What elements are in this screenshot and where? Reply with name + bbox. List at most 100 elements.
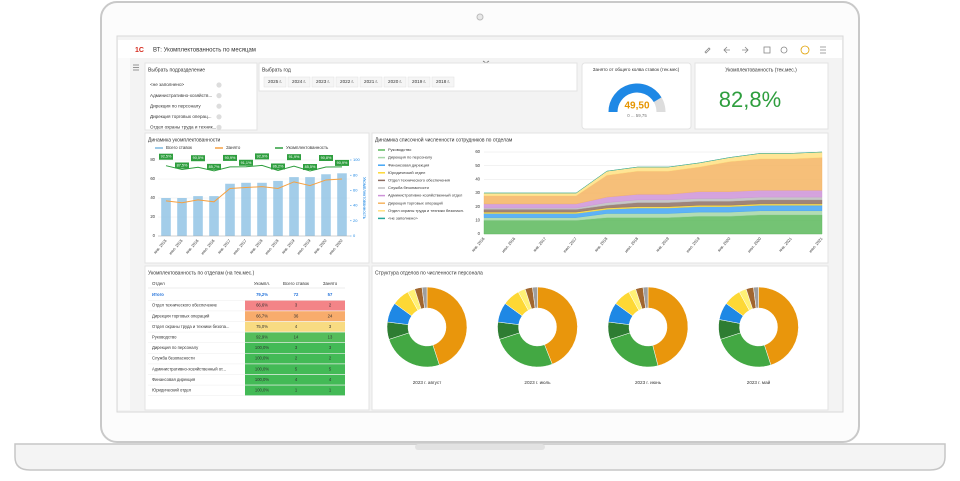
table-cell-bg (245, 364, 345, 375)
remove-icon[interactable] (216, 103, 222, 109)
edit-icon[interactable] (704, 47, 711, 54)
filter-item[interactable]: Административно-хозяйств... (150, 92, 212, 98)
table-cell: 4 (295, 324, 298, 329)
data-label-bg (319, 154, 333, 161)
table-cell-bg (245, 300, 345, 311)
bar (305, 177, 315, 236)
filter-item[interactable]: <не заполнено> (150, 82, 185, 87)
legend-label: Дирекция торговых операций (388, 200, 443, 205)
year-label: 2025 г. (268, 79, 282, 84)
bar (337, 173, 347, 236)
bar (289, 177, 299, 236)
data-label-bg (191, 155, 205, 162)
y2-tick-label: 40 (353, 203, 358, 208)
table-cell: Руководство (152, 335, 177, 340)
data-label-bg (335, 159, 349, 166)
y2-axis-title: Укомплектованность (362, 177, 367, 220)
redo-icon[interactable] (742, 46, 749, 54)
filter-item[interactable]: Дирекция торговых операц... (150, 114, 212, 119)
table-cell: 2 (295, 356, 298, 361)
year-button[interactable] (263, 76, 287, 88)
share-icon[interactable] (763, 46, 771, 54)
legend-label: Служба безопасности (388, 185, 429, 190)
filter-item[interactable]: Отдел охраны труда и техник... (150, 125, 216, 130)
link-icon[interactable] (780, 46, 788, 54)
table-cell: 1 (329, 388, 332, 393)
bar (321, 174, 331, 236)
legend-label: Юридический отдел (388, 170, 426, 175)
y-tick-label: 50 (475, 163, 480, 168)
remove-icon[interactable] (216, 82, 222, 88)
legend-label: Занято (226, 145, 241, 150)
table-cell: 36 (294, 313, 299, 318)
donut-label: 2023 г. май (747, 379, 771, 385)
year-button[interactable] (383, 76, 407, 88)
kpi-value: 82,8% (719, 87, 781, 112)
laptop-base (14, 443, 946, 471)
year-button[interactable] (311, 76, 335, 88)
year-label: 2023 г. (316, 79, 330, 84)
line (165, 178, 343, 204)
table-cell: 75,0% (256, 324, 268, 329)
table-cell: 100,0% (255, 388, 269, 393)
table-cell: 79,2% (256, 292, 268, 297)
gauge-range: 0 ... 59,75 (627, 113, 647, 118)
table-cell: 100,0% (255, 366, 269, 371)
gauge-title: Занято от общего колва ставок (тек.мес) (593, 67, 680, 72)
table-cell: 100,0% (255, 356, 269, 361)
table-cell: 1 (295, 388, 298, 393)
table-header: Укомпл. (254, 281, 270, 286)
y-tick-label: 20 (150, 214, 155, 219)
y-tick-label: 20 (475, 204, 480, 209)
legend-label: Руководство (388, 147, 412, 152)
year-button[interactable] (407, 76, 431, 88)
undo-icon[interactable] (723, 46, 730, 54)
year-label: 2024 г. (292, 79, 306, 84)
legend-label: Укомплектованность (286, 145, 329, 150)
table-cell: 3 (295, 303, 298, 308)
data-label-bg (175, 162, 189, 169)
filter-item[interactable]: Дирекция по персоналу (150, 103, 201, 108)
menu-icon[interactable] (820, 46, 826, 54)
year-button[interactable] (287, 76, 311, 88)
base-notch (415, 444, 545, 450)
data-label-bg (159, 153, 173, 160)
y2-tick-label: 20 (353, 218, 358, 223)
year-button[interactable] (359, 76, 383, 88)
table-cell: 100,0% (255, 377, 269, 382)
data-label-bg (223, 154, 237, 161)
sidebar-toggle[interactable] (133, 64, 139, 71)
year-button[interactable] (335, 76, 359, 88)
y-tick-label: 60 (475, 149, 480, 154)
year-label: 2021 г. (364, 79, 378, 84)
legend-label: Всего ставок (166, 145, 192, 150)
donut-label: 2023 г. июль (524, 380, 551, 385)
year-button[interactable] (431, 76, 455, 88)
data-label: 85,5% (305, 165, 316, 169)
bar (273, 180, 283, 236)
remove-icon[interactable] (216, 93, 222, 99)
table-cell: Финансовая дирекция (152, 377, 195, 382)
data-label: 92,9% (257, 154, 268, 158)
table-cell: 3 (295, 345, 298, 350)
page-title: ВТ: Укомплектованность по месяцам (153, 48, 256, 54)
data-label-bg (207, 163, 221, 170)
table-cell: Отдел охраны труда и техники безопа... (152, 324, 229, 329)
table-cell: 24 (328, 313, 333, 318)
table-cell: 2 (329, 303, 332, 308)
table-cell: 4 (329, 377, 332, 382)
table-cell: 14 (294, 335, 299, 340)
sidebar (118, 58, 130, 410)
notify-icon[interactable] (800, 45, 810, 55)
chart-title: Динамика укомплектованности (148, 137, 221, 143)
remove-icon[interactable] (216, 124, 222, 130)
bar (257, 182, 267, 236)
donut-segment (758, 286, 799, 366)
year-label: 2019 г. (412, 79, 426, 84)
table-cell: 4 (295, 377, 298, 382)
donut-segment (532, 286, 538, 309)
header-bar (118, 40, 842, 58)
kpi-title: Укомплектованность (тек.мес.) (725, 67, 797, 73)
remove-icon[interactable] (216, 114, 222, 120)
